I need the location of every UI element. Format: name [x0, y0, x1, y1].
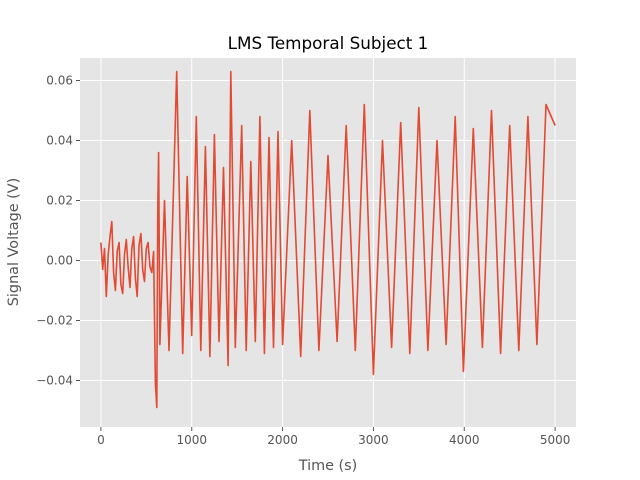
x-tick-label: 1000 — [176, 433, 207, 447]
x-tick-label: 3000 — [358, 433, 389, 447]
x-axis-label: Time (s) — [298, 458, 358, 474]
series-group — [100, 70, 556, 409]
y-axis-label: Signal Voltage (V) — [6, 178, 22, 306]
y-axis-ticks: −0.04 −0.02 0.00 0.02 0.04 0.06 — [36, 74, 80, 388]
plot-area — [80, 58, 576, 427]
x-axis-ticks: 0 1000 2000 3000 4000 5000 — [97, 427, 570, 447]
x-tick-label: 0 — [97, 433, 105, 447]
y-tick-label: 0.00 — [46, 254, 73, 268]
x-tick-label: 5000 — [540, 433, 571, 447]
x-tick-label: 4000 — [449, 433, 480, 447]
y-tick-label: −0.02 — [36, 314, 73, 328]
y-tick-label: 0.02 — [46, 194, 73, 208]
x-tick-label: 2000 — [267, 433, 298, 447]
series-line-0 — [100, 70, 556, 409]
y-tick-label: 0.06 — [46, 74, 73, 88]
y-tick-label: 0.04 — [46, 134, 73, 148]
y-tick-label: −0.04 — [36, 374, 73, 388]
grid-lines — [80, 58, 576, 427]
chart-title: LMS Temporal Subject 1 — [228, 33, 429, 53]
